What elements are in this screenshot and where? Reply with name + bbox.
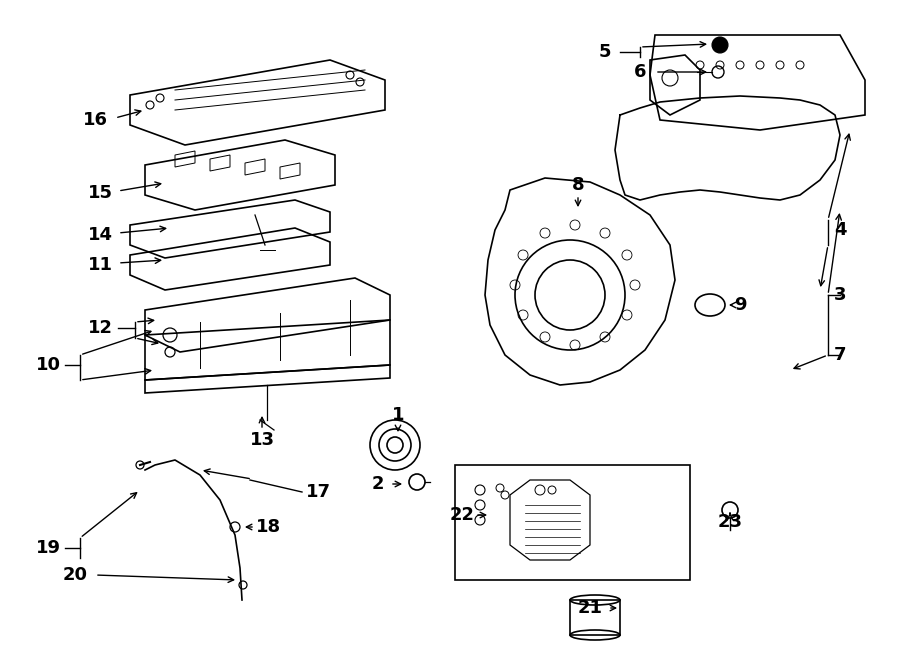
Text: 2: 2 [372,475,384,493]
Text: 7: 7 [833,346,846,364]
Text: 3: 3 [833,286,846,304]
Text: 10: 10 [35,356,60,374]
Text: 9: 9 [734,296,746,314]
Text: 14: 14 [87,226,112,244]
Text: 16: 16 [83,111,107,129]
Text: 21: 21 [578,599,602,617]
Text: 4: 4 [833,221,846,239]
Text: 11: 11 [87,256,112,274]
Text: 6: 6 [634,63,646,81]
Text: 23: 23 [717,513,742,531]
Text: 15: 15 [87,184,112,202]
Text: 1: 1 [392,406,404,424]
Circle shape [712,37,728,53]
Bar [455,465,690,580]
Text: 20: 20 [62,566,87,584]
Text: 5: 5 [598,43,611,61]
Text: 17: 17 [305,483,330,501]
Text: 19: 19 [35,539,60,557]
Text: 13: 13 [249,431,274,449]
Bar [570,600,620,635]
Text: 8: 8 [572,176,584,194]
Text: 22: 22 [449,506,474,524]
Text: 12: 12 [87,319,112,337]
Text: 18: 18 [256,518,281,536]
